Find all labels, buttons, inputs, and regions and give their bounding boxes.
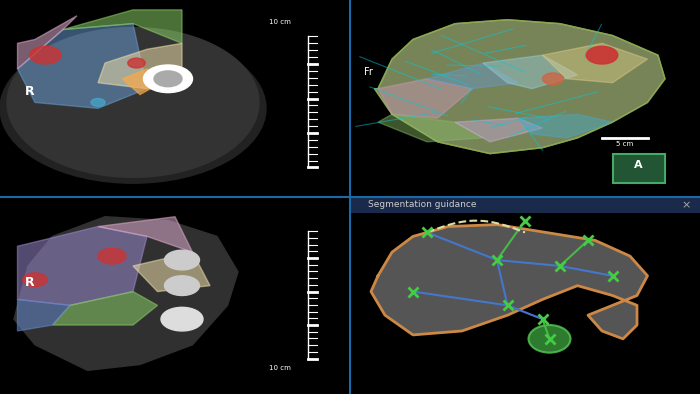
Ellipse shape: [528, 325, 570, 353]
Polygon shape: [18, 16, 77, 69]
Circle shape: [22, 273, 48, 287]
Circle shape: [29, 46, 62, 64]
Circle shape: [164, 276, 200, 296]
Text: ×: ×: [681, 200, 691, 210]
Polygon shape: [518, 114, 612, 138]
Text: Fr: Fr: [364, 67, 373, 77]
Polygon shape: [18, 299, 70, 331]
Polygon shape: [133, 252, 210, 292]
Polygon shape: [63, 10, 182, 43]
Text: Segmentation guidance: Segmentation guidance: [368, 201, 476, 209]
Text: R: R: [25, 85, 34, 98]
Polygon shape: [122, 69, 161, 95]
Polygon shape: [98, 43, 182, 89]
Polygon shape: [378, 114, 483, 142]
Polygon shape: [483, 55, 578, 89]
Text: 10 cm: 10 cm: [269, 19, 291, 25]
Polygon shape: [455, 118, 542, 142]
Circle shape: [154, 71, 182, 87]
Bar: [350, 197, 700, 213]
Polygon shape: [378, 79, 472, 118]
Circle shape: [98, 248, 126, 264]
Polygon shape: [18, 227, 147, 305]
Circle shape: [164, 250, 200, 270]
Polygon shape: [374, 20, 665, 154]
Circle shape: [0, 33, 266, 183]
Text: R: R: [25, 276, 34, 289]
Polygon shape: [52, 292, 158, 325]
Text: 10 cm: 10 cm: [269, 365, 291, 372]
Circle shape: [542, 73, 564, 85]
Polygon shape: [98, 217, 192, 252]
Polygon shape: [14, 217, 238, 370]
Text: 5 cm: 5 cm: [616, 141, 634, 147]
FancyBboxPatch shape: [612, 154, 665, 183]
Polygon shape: [427, 63, 518, 89]
Circle shape: [587, 46, 617, 64]
Circle shape: [161, 307, 203, 331]
Polygon shape: [18, 24, 147, 108]
Circle shape: [127, 58, 146, 68]
Circle shape: [91, 98, 105, 106]
Circle shape: [144, 65, 193, 93]
Polygon shape: [371, 225, 648, 339]
Text: A: A: [634, 160, 643, 171]
Polygon shape: [542, 43, 648, 83]
Polygon shape: [7, 28, 259, 177]
